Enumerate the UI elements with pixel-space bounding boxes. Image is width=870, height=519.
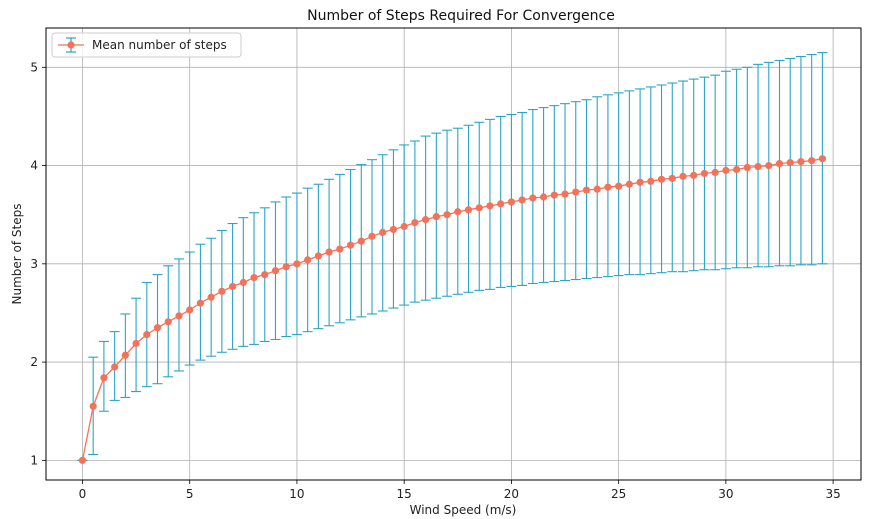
mean-point bbox=[336, 245, 344, 253]
mean-point bbox=[368, 232, 376, 240]
mean-point bbox=[582, 186, 591, 194]
mean-point bbox=[797, 158, 805, 166]
chart-title: Number of Steps Required For Convergence bbox=[307, 8, 615, 24]
mean-point bbox=[293, 260, 301, 268]
mean-point bbox=[711, 168, 719, 177]
mean-point bbox=[304, 256, 312, 264]
mean-point bbox=[647, 177, 655, 185]
plot-frame bbox=[45, 27, 862, 481]
mean-point bbox=[700, 169, 709, 178]
mean-point bbox=[357, 237, 365, 245]
mean-point bbox=[690, 171, 698, 179]
mean-point bbox=[132, 339, 140, 348]
mean-point bbox=[572, 188, 580, 196]
mean-point bbox=[486, 202, 494, 210]
y-tick-label: 2 bbox=[30, 355, 38, 369]
mean-point bbox=[175, 312, 183, 320]
mean-point bbox=[657, 175, 666, 183]
mean-point bbox=[164, 318, 172, 326]
mean-point bbox=[668, 174, 676, 182]
mean-point bbox=[518, 196, 526, 204]
mean-point bbox=[765, 161, 773, 170]
mean-point bbox=[754, 162, 762, 171]
mean-point bbox=[228, 282, 237, 291]
mean-series bbox=[78, 155, 826, 464]
mean-point bbox=[218, 287, 226, 295]
mean-point bbox=[186, 306, 194, 314]
mean-point bbox=[389, 225, 398, 234]
x-tick-label: 10 bbox=[289, 487, 304, 501]
mean-point bbox=[464, 206, 473, 214]
mean-point bbox=[400, 222, 408, 231]
y-tick-label: 1 bbox=[30, 453, 38, 467]
mean-point bbox=[743, 163, 751, 172]
mean-point bbox=[422, 216, 430, 224]
legend-marker-icon bbox=[67, 41, 75, 49]
legend-label: Mean number of steps bbox=[92, 38, 227, 52]
x-axis-ticks: 0 5 10 15 20 25 30 35 bbox=[79, 480, 841, 501]
x-tick-label: 15 bbox=[397, 487, 412, 501]
mean-point bbox=[261, 271, 269, 279]
mean-point bbox=[604, 183, 612, 191]
y-tick-label: 5 bbox=[30, 60, 38, 74]
mean-point bbox=[89, 402, 97, 410]
x-tick-label: 0 bbox=[79, 487, 87, 501]
mean-point bbox=[818, 155, 826, 163]
mean-point bbox=[325, 248, 333, 256]
mean-point bbox=[808, 157, 816, 165]
mean-point bbox=[475, 204, 483, 212]
mean-point bbox=[143, 330, 151, 339]
legend-box bbox=[51, 32, 242, 58]
x-tick-label: 35 bbox=[825, 487, 840, 501]
mean-point bbox=[636, 178, 644, 186]
mean-point bbox=[271, 267, 280, 275]
mean-point bbox=[432, 213, 440, 221]
mean-point bbox=[539, 193, 548, 201]
mean-point bbox=[111, 363, 119, 371]
mean-point bbox=[593, 185, 601, 193]
mean-point bbox=[250, 273, 258, 282]
grid-lines bbox=[46, 28, 861, 480]
x-tick-label: 25 bbox=[611, 487, 626, 501]
mean-point bbox=[282, 263, 290, 271]
mean-point bbox=[615, 182, 623, 190]
mean-point bbox=[411, 218, 419, 227]
mean-point bbox=[346, 241, 355, 249]
mean-point bbox=[679, 172, 687, 180]
mean-point bbox=[121, 351, 129, 359]
x-tick-label: 30 bbox=[718, 487, 733, 501]
y-tick-label: 4 bbox=[30, 159, 38, 173]
mean-point bbox=[497, 200, 505, 208]
y-axis-title: Number of Steps bbox=[10, 204, 24, 305]
mean-point bbox=[786, 159, 794, 167]
y-axis-ticks: 1 2 3 4 5 bbox=[30, 60, 46, 467]
mean-point bbox=[722, 166, 730, 175]
mean-point bbox=[529, 194, 537, 202]
mean-point bbox=[507, 198, 516, 206]
mean-point bbox=[454, 208, 462, 216]
x-tick-label: 5 bbox=[186, 487, 194, 501]
mean-line bbox=[81, 158, 823, 461]
mean-point bbox=[239, 278, 247, 287]
mean-point bbox=[196, 299, 205, 307]
y-tick-label: 3 bbox=[30, 257, 38, 271]
mean-point bbox=[207, 293, 215, 301]
x-axis-title: Wind Speed (m/s) bbox=[410, 503, 517, 517]
x-tick-label: 20 bbox=[504, 487, 519, 501]
mean-point bbox=[78, 456, 87, 464]
mean-point bbox=[443, 211, 451, 219]
mean-point bbox=[733, 165, 741, 174]
mean-point bbox=[379, 228, 387, 236]
mean-point bbox=[775, 160, 784, 168]
mean-point bbox=[153, 324, 162, 332]
mean-point bbox=[625, 180, 633, 188]
mean-point bbox=[561, 190, 569, 198]
legend: Mean number of steps bbox=[51, 32, 242, 58]
mean-point bbox=[314, 252, 322, 260]
mean-point bbox=[550, 191, 558, 199]
mean-point bbox=[100, 374, 108, 382]
